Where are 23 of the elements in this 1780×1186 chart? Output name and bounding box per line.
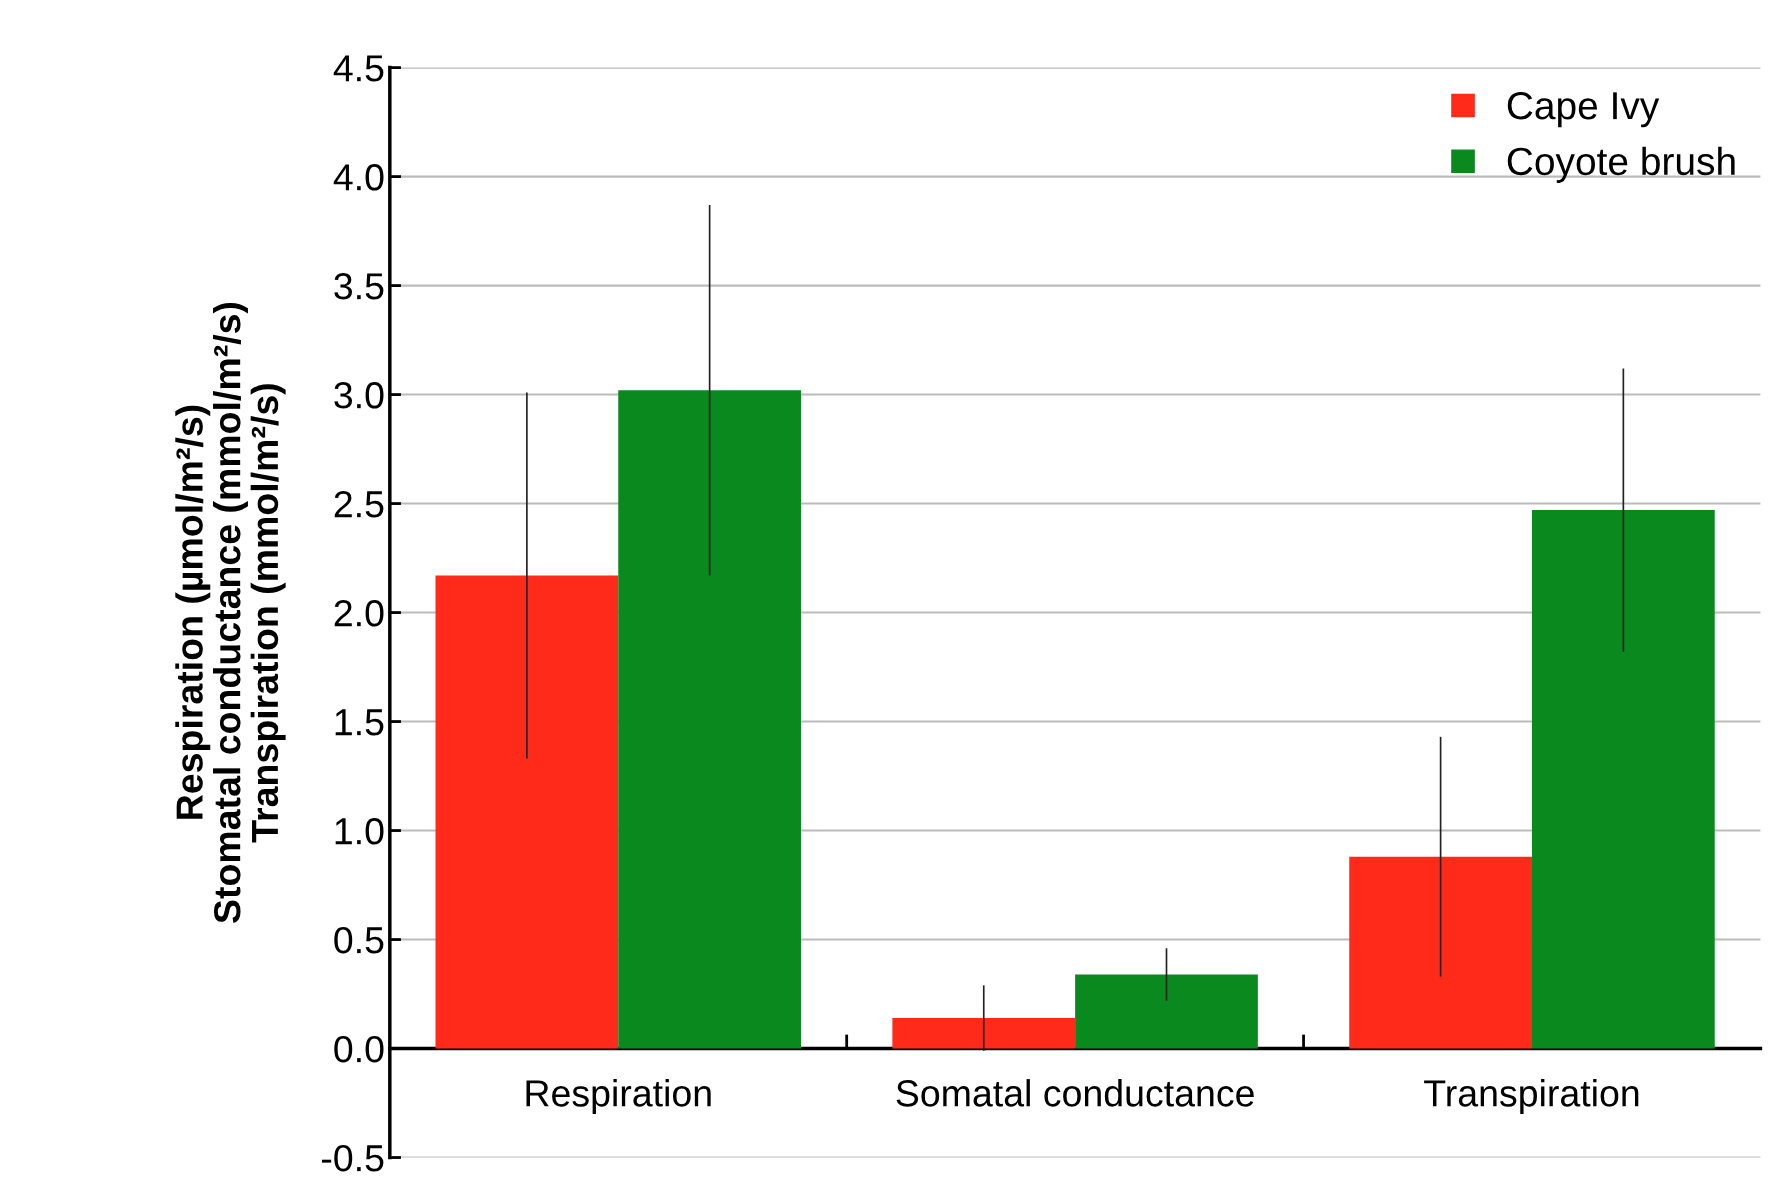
y-tick-label: 3.5: [334, 272, 384, 300]
y-axis-title: Respiration (µmol/m²/s) Stomatal conductance (mmol/m²/s) Transpiration (mmol/m²/s): [175, 302, 286, 923]
y-tick-label: 4.5: [333, 55, 384, 82]
x-tick-label: Respiration: [526, 1079, 711, 1115]
y-tick-label: 2.5: [334, 490, 384, 518]
bar: [435, 575, 619, 1049]
y-tick-label: 3.0: [334, 381, 384, 409]
y-tick-label: 1.0: [335, 817, 384, 845]
legend-label: Cape Ivy: [1507, 91, 1660, 128]
bar: [1075, 974, 1258, 1049]
bar: [618, 390, 801, 1049]
y-tick-label: 0.0: [334, 1035, 384, 1063]
y-tick-label: 0.5: [334, 926, 384, 954]
x-tick-label: Somatal conductance: [896, 1079, 1254, 1107]
bar: [1531, 510, 1715, 1049]
y-tick-label: 1.5: [335, 709, 384, 736]
y-tick-label: -0.5: [322, 1144, 384, 1172]
y-tick-label: 2.0: [334, 599, 384, 627]
x-tick-label: Transpiration: [1424, 1079, 1639, 1115]
bar: [1349, 856, 1532, 1049]
legend-label: Coyote brush: [1507, 146, 1735, 183]
y-tick-label: 4.0: [333, 164, 384, 191]
bar: [892, 1018, 1076, 1049]
